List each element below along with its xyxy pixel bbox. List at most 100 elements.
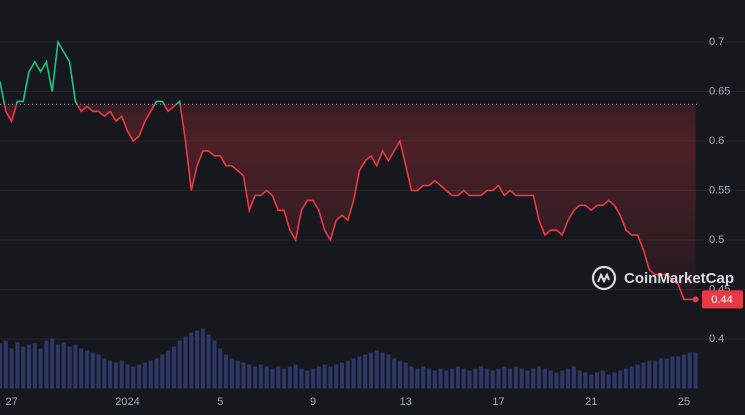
volume-bar — [571, 366, 576, 389]
volume-bar — [467, 370, 472, 389]
volume-bar — [473, 368, 478, 389]
y-tick-label: 0.4 — [709, 333, 724, 345]
volume-bar — [67, 346, 72, 389]
volume-bar — [357, 356, 362, 389]
volume-bar — [479, 366, 484, 389]
volume-bar — [612, 372, 617, 389]
volume-bar — [432, 370, 437, 389]
volume-bar — [438, 368, 443, 389]
volume-bar — [566, 368, 571, 389]
volume-bar — [131, 366, 136, 389]
volume-bar — [490, 370, 495, 389]
volume-bar — [102, 358, 107, 389]
volume-bar — [166, 350, 171, 389]
volume-bar — [577, 370, 582, 389]
volume-bar — [624, 368, 629, 389]
volume-bar — [345, 360, 350, 389]
volume-bar — [195, 330, 200, 389]
x-tick-label: 9 — [310, 396, 316, 408]
volume-bar — [264, 366, 269, 389]
x-tick-label: 5 — [217, 396, 223, 408]
volume-bar — [142, 362, 147, 389]
volume-bar — [200, 328, 205, 389]
volume-bar — [519, 368, 524, 389]
volume-bar — [687, 352, 692, 389]
volume-bar — [3, 340, 8, 389]
volume-bar — [189, 332, 194, 389]
volume-bar — [525, 370, 530, 389]
volume-bar — [287, 366, 292, 389]
x-tick-label: 17 — [492, 396, 504, 408]
volume-bar — [270, 368, 275, 389]
volume-bar — [374, 350, 379, 389]
volume-bar — [606, 374, 611, 389]
volume-bar — [351, 358, 356, 389]
volume-bar — [305, 370, 310, 389]
volume-bar — [502, 366, 507, 389]
volume-bar — [79, 348, 84, 389]
volume-bar — [316, 366, 321, 389]
volume-bar — [15, 342, 20, 389]
volume-bar — [299, 368, 304, 389]
volume-bar — [125, 364, 130, 389]
price-tag — [702, 290, 743, 309]
volume-bar — [21, 346, 26, 389]
volume-bar — [537, 366, 542, 389]
volume-bar — [682, 354, 687, 389]
volume-bar — [426, 368, 431, 389]
volume-bar — [229, 358, 234, 389]
volume-bar — [421, 366, 426, 389]
volume-bar — [276, 366, 281, 389]
volume-bar — [647, 360, 652, 389]
volume-bar — [595, 372, 600, 389]
x-tick-label: 27 — [5, 396, 17, 408]
volume-bar — [450, 368, 455, 389]
volume-bar — [160, 354, 165, 389]
volume-bar — [253, 366, 258, 389]
volume-bar — [513, 366, 518, 389]
volume-bar — [444, 370, 449, 389]
volume-bar — [368, 352, 373, 389]
x-tick-label: 13 — [400, 396, 412, 408]
volume-bar — [218, 348, 223, 389]
volume-bar — [415, 368, 420, 389]
y-tick-label: 0.55 — [709, 184, 730, 196]
volume-bar — [560, 370, 565, 389]
volume-bar — [247, 364, 252, 389]
volume-bar — [484, 368, 489, 389]
volume-bar — [618, 370, 623, 389]
x-tick-label: 2024 — [115, 396, 139, 408]
volume-bar — [328, 366, 333, 389]
volume-bar — [635, 364, 640, 389]
volume-bar — [653, 360, 658, 389]
volume-bar — [55, 344, 60, 389]
volume-bar — [548, 370, 553, 389]
volume-bar — [241, 362, 246, 389]
volume-bar — [61, 342, 66, 389]
volume-bar — [641, 362, 646, 389]
volume-bar — [0, 343, 2, 389]
volume-bar — [670, 356, 675, 389]
volume-bar — [148, 360, 153, 389]
volume-bar — [664, 358, 669, 389]
volume-bar — [542, 368, 547, 389]
volume-bar — [583, 372, 588, 389]
volume-bar — [676, 356, 681, 389]
volume-bar — [32, 343, 37, 389]
volume-bar — [508, 368, 513, 389]
volume-bar — [693, 352, 698, 389]
volume-bar — [90, 352, 95, 389]
y-tick-label: 0.5 — [709, 234, 724, 246]
volume-bar — [293, 364, 298, 389]
volume-bar — [334, 364, 339, 389]
volume-bar — [84, 350, 89, 389]
volume-bar — [154, 358, 159, 389]
volume-bar — [392, 358, 397, 389]
volume-bar — [531, 368, 536, 389]
volume-bar — [206, 334, 211, 389]
volume-bar — [171, 346, 176, 389]
price-tag-label: 0.44 — [711, 294, 732, 306]
volume-bar — [96, 354, 101, 389]
